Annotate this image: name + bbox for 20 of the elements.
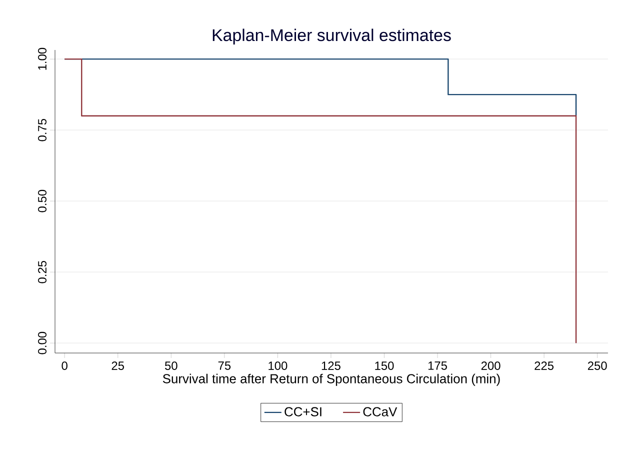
x-tick-label: 250 [588, 362, 607, 370]
y-tick-label: 0.50 [38, 190, 46, 212]
y-tick-label: 0.75 [38, 118, 46, 142]
x-tick-label: 25 [112, 362, 124, 370]
x-tick-label: 125 [322, 362, 340, 370]
x-tick-label: 100 [268, 362, 288, 370]
x-axis-title: Survival time after Return of Spontaneous Circulation (min) [162, 374, 500, 386]
chart-title: Kaplan-Meier survival estimates [212, 28, 451, 44]
x-tick-label: 75 [218, 362, 231, 370]
y-tick-label: 0.25 [38, 260, 46, 284]
legend-label: CCaV [363, 407, 398, 416]
y-tick-label: 1.00 [38, 48, 46, 70]
x-tick-label: 150 [375, 362, 394, 370]
x-tick-label: 225 [534, 362, 554, 370]
legend-label: CC+SI [284, 407, 322, 416]
x-tick-label: 50 [164, 362, 178, 370]
y-tick-label: 0.00 [38, 332, 46, 354]
x-tick-label: 175 [428, 362, 447, 370]
x-tick-label: 200 [481, 362, 500, 370]
x-tick-label: 0 [62, 362, 68, 370]
